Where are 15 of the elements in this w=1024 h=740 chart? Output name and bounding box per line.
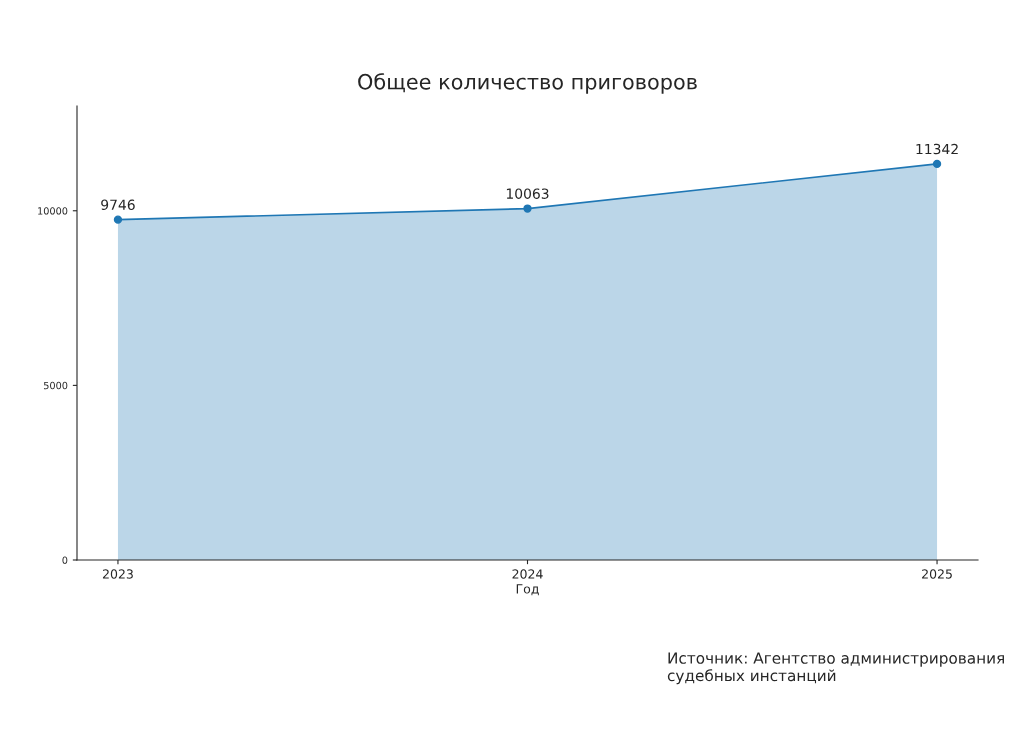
- data-label: 11342: [916, 143, 958, 155]
- data-label: 10063: [506, 188, 549, 199]
- point: [523, 204, 532, 213]
- point: [932, 159, 942, 169]
- text: Источник: Агентство администрирования судебных инстанций: [667, 652, 1004, 685]
- x-tick-label: 2024: [512, 569, 543, 579]
- y-tick-label: 0: [62, 556, 68, 564]
- point: [113, 215, 123, 224]
- chart-title: Общее количество приговоров: [358, 73, 697, 94]
- y-tick-label: 5000: [43, 381, 68, 390]
- y-tick-label: 10000: [38, 207, 68, 215]
- x-tick-label: 2025: [922, 569, 952, 579]
- x-axis-title: Год: [516, 584, 539, 596]
- data-label: 9746: [101, 199, 135, 210]
- x-tick-label: 2023: [102, 569, 133, 579]
